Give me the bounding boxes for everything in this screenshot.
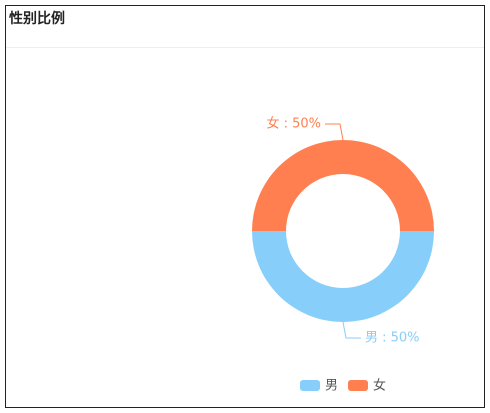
legend-swatch <box>300 380 320 391</box>
pie-slice <box>252 140 434 231</box>
leader-line <box>325 123 344 141</box>
leader-line <box>342 321 361 339</box>
legend-label: 男 <box>325 379 338 394</box>
data-label: 男 : 50% <box>365 331 420 346</box>
legend-label: 女 <box>373 378 386 394</box>
legend-swatch <box>348 380 368 391</box>
data-label: 女 : 50% <box>266 116 321 132</box>
pie-slice <box>252 231 434 322</box>
chart-title: 性别比例 <box>9 10 65 27</box>
